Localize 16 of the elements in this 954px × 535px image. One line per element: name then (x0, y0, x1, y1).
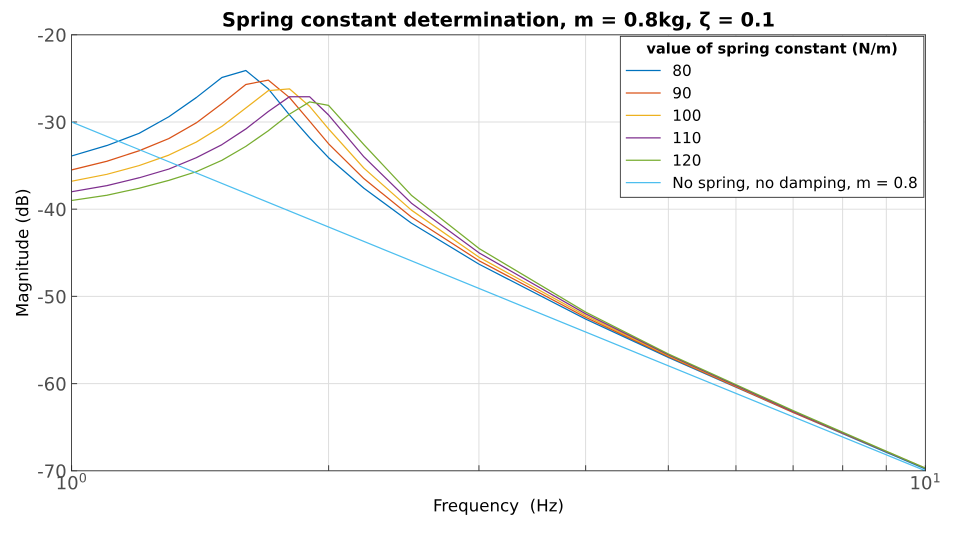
x-tick-label: 10$^{1}$ (911, 473, 940, 490)
legend-label: 120 (674, 154, 700, 166)
legend-label: 90 (673, 86, 691, 99)
y-tick-label: -20 (38, 28, 66, 42)
y-tick-label: -40 (38, 202, 66, 216)
x-axis-title: Frequency (Hz) (434, 498, 563, 515)
y-axis-title: Magnitude (dB) (16, 190, 32, 316)
legend-label: 110 (674, 132, 700, 144)
y-tick-label: -50 (38, 290, 66, 304)
legend-title: value of spring constant (N/m) (646, 42, 897, 57)
legend-label: No spring, no damping, m = 0.8 (674, 176, 917, 192)
y-tick-label: -30 (38, 115, 66, 130)
chart-title: Spring constant determination, m = 0.8kg, ζ = 0.1 (223, 12, 774, 31)
legend-label: 80 (673, 64, 691, 76)
y-tick-label: -60 (38, 377, 66, 391)
legend-label: 100 (674, 109, 700, 121)
